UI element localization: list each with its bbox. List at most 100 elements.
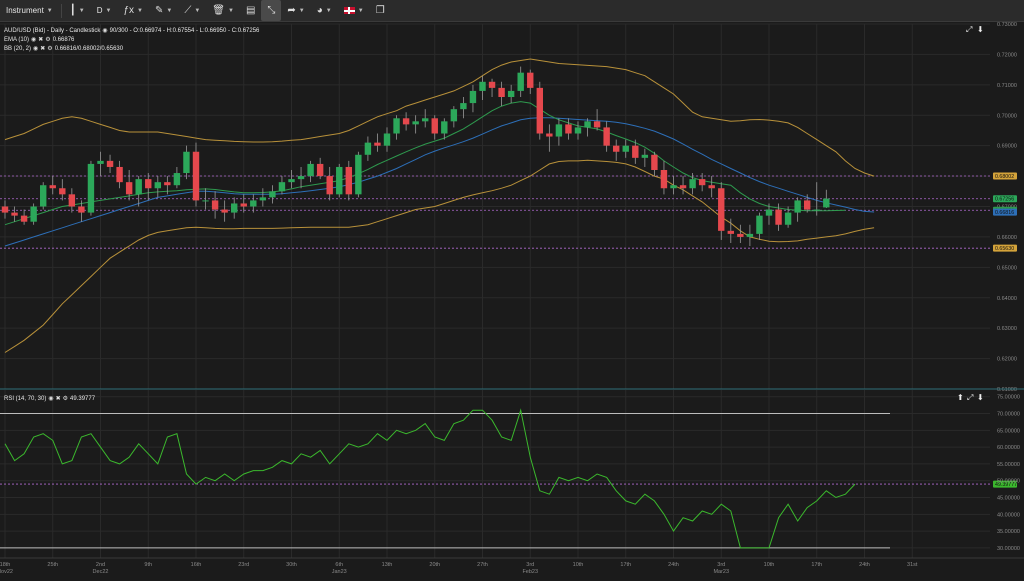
candle-body[interactable]	[737, 233, 744, 237]
candle-body[interactable]	[679, 185, 687, 189]
close-icon[interactable]: ✖	[40, 46, 46, 52]
share-menu[interactable]: ➦ ▼	[281, 0, 310, 21]
candle-body[interactable]	[689, 179, 696, 189]
candle-body[interactable]	[450, 109, 458, 122]
candle-body[interactable]	[804, 200, 811, 210]
fullscreen-button[interactable]: ⤡	[261, 0, 282, 21]
candle-body[interactable]	[326, 176, 333, 195]
candle-body[interactable]	[173, 173, 181, 186]
candle-body[interactable]	[670, 185, 677, 189]
candle-body[interactable]	[59, 188, 66, 195]
candle-body[interactable]	[1, 206, 9, 213]
candle-body[interactable]	[660, 170, 668, 189]
candle-body[interactable]	[469, 90, 477, 104]
candle-body[interactable]	[231, 203, 238, 213]
candle-body[interactable]	[718, 188, 725, 231]
candle-body[interactable]	[555, 124, 563, 137]
candle-body[interactable]	[507, 90, 515, 97]
candle-body[interactable]	[40, 185, 47, 207]
candle-body[interactable]	[383, 133, 391, 146]
candle-body[interactable]	[441, 121, 448, 134]
chart-canvas[interactable]: 0.73000 0.72000 0.71000 0.70000 0.69000 0.680…	[0, 22, 1024, 576]
candle-body[interactable]	[536, 87, 543, 134]
theme-menu[interactable]: ◕ ▼	[311, 0, 338, 21]
candle-body[interactable]	[221, 209, 228, 213]
candle-body[interactable]	[651, 154, 658, 170]
delete-menu[interactable]: 🗑 ▼	[206, 0, 240, 21]
close-icon[interactable]: ✖	[38, 37, 44, 43]
candle-body[interactable]	[154, 182, 161, 189]
candle-body[interactable]	[527, 72, 534, 88]
timeframe-menu[interactable]: D ▼	[91, 0, 118, 21]
candle-body[interactable]	[746, 233, 754, 237]
candle-body[interactable]	[336, 166, 343, 195]
candle-body[interactable]	[259, 197, 267, 201]
popout-button[interactable]: ❐	[370, 0, 391, 21]
candle-body[interactable]	[765, 209, 773, 216]
candle-body[interactable]	[460, 103, 467, 110]
candle-body[interactable]	[498, 87, 505, 97]
candle-body[interactable]	[345, 166, 352, 195]
candle-body[interactable]	[97, 160, 104, 164]
close-icon[interactable]: ✖	[55, 396, 61, 402]
candle-body[interactable]	[402, 118, 410, 125]
candle-body[interactable]	[297, 176, 305, 180]
candle-body[interactable]	[641, 154, 649, 158]
candle-body[interactable]	[517, 72, 524, 91]
candle-body[interactable]	[116, 166, 123, 183]
arrow-up-icon[interactable]: ⬆	[957, 393, 964, 402]
candle-body[interactable]	[307, 163, 314, 177]
eye-icon[interactable]: ◉	[48, 396, 54, 402]
tools-menu[interactable]: ⟋ ▼	[178, 0, 206, 21]
candle-body[interactable]	[269, 191, 276, 198]
eye-icon[interactable]: ◉	[33, 46, 39, 52]
candle-body[interactable]	[125, 182, 133, 195]
candle-body[interactable]	[488, 81, 496, 88]
candle-body[interactable]	[250, 200, 257, 207]
indicators-menu[interactable]: ƒx ▼	[117, 0, 149, 21]
language-menu[interactable]: ▼	[338, 0, 370, 21]
candle-body[interactable]	[364, 142, 372, 155]
gear-icon[interactable]: ⚙	[45, 37, 51, 43]
candle-body[interactable]	[698, 179, 706, 186]
gear-icon[interactable]: ⚙	[47, 46, 53, 52]
candle-body[interactable]	[813, 209, 820, 211]
candle-body[interactable]	[106, 160, 114, 167]
candle-body[interactable]	[49, 185, 56, 189]
candle-body[interactable]	[412, 121, 419, 125]
candle-body[interactable]	[87, 163, 95, 213]
arrow-down-icon[interactable]: ⬇	[977, 393, 984, 402]
candle-body[interactable]	[278, 182, 286, 192]
candle-body[interactable]	[756, 215, 763, 234]
candle-body[interactable]	[183, 151, 190, 174]
candle-body[interactable]	[775, 209, 782, 225]
expand-pane-icon[interactable]: ⤢	[967, 393, 974, 402]
candle-body[interactable]	[211, 200, 219, 210]
candle-body[interactable]	[78, 206, 85, 213]
candle-body[interactable]	[546, 133, 553, 137]
candle-body[interactable]	[355, 154, 362, 195]
candle-body[interactable]	[316, 163, 324, 177]
candle-body[interactable]	[584, 121, 591, 128]
candle-body[interactable]	[574, 127, 582, 134]
candle-body[interactable]	[374, 142, 381, 146]
candle-body[interactable]	[565, 124, 572, 134]
candle-body[interactable]	[135, 179, 142, 195]
candle-body[interactable]	[288, 179, 295, 183]
candle-body[interactable]	[431, 118, 438, 134]
candle-body[interactable]	[603, 127, 610, 146]
chart-type-menu[interactable]: ┃ ▼	[64, 0, 91, 21]
candle-body[interactable]	[784, 212, 792, 225]
layout-button[interactable]: ▤	[240, 0, 261, 21]
candle-body[interactable]	[593, 121, 601, 128]
candle-body[interactable]	[164, 182, 171, 186]
candle-body[interactable]	[622, 145, 629, 152]
candle-body[interactable]	[613, 145, 620, 152]
candle-body[interactable]	[708, 185, 715, 189]
candle-body[interactable]	[422, 118, 429, 122]
draw-menu[interactable]: ✎ ▼	[149, 0, 178, 21]
candle-body[interactable]	[68, 194, 76, 207]
eye-icon[interactable]: ◉	[31, 37, 37, 43]
candle-body[interactable]	[240, 203, 247, 207]
gear-icon[interactable]: ⚙	[62, 396, 69, 402]
